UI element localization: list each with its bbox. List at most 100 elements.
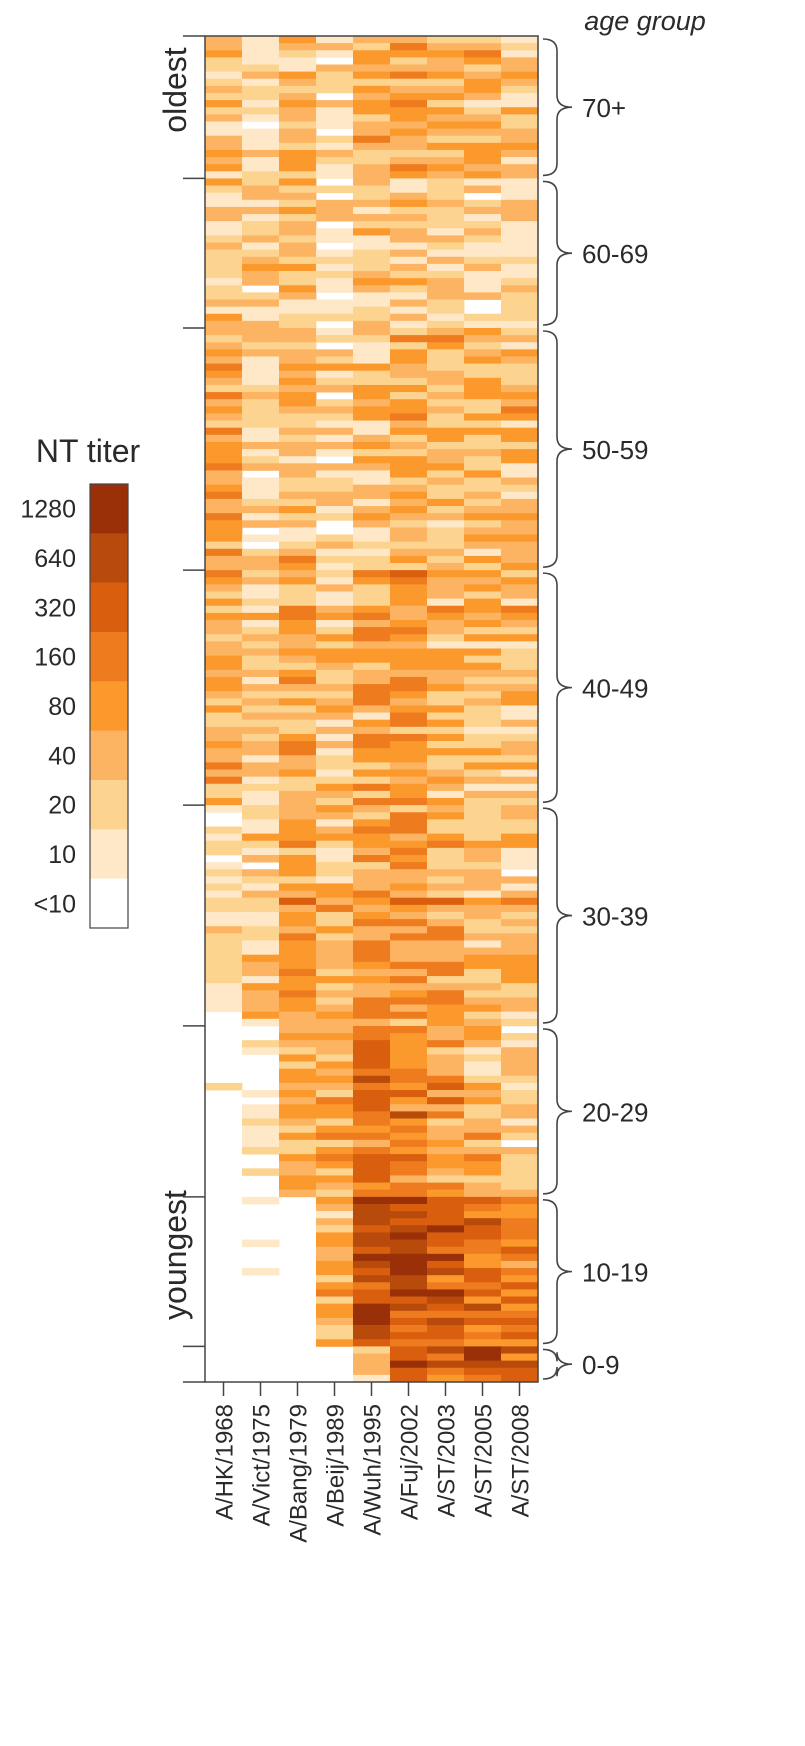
heatmap-cell: [390, 57, 428, 65]
heatmap-cell: [501, 1339, 539, 1347]
heatmap-cell: [427, 570, 465, 578]
heatmap-cell: [464, 919, 502, 927]
age-group-label: 30-39: [582, 902, 649, 932]
heatmap-cell: [501, 605, 539, 614]
heatmap-cell: [279, 990, 317, 998]
heatmap-cell: [316, 335, 354, 343]
heatmap-cell: [427, 71, 465, 80]
heatmap-cell: [464, 648, 502, 656]
heatmap-cell: [501, 1196, 539, 1205]
heatmap-cell: [390, 819, 428, 827]
heatmap-cell: [353, 1061, 391, 1070]
heatmap-cell: [464, 1353, 502, 1362]
heatmap-cell: [279, 1018, 317, 1027]
heatmap-cell: [501, 50, 539, 58]
heatmap-cell: [501, 634, 539, 642]
heatmap-cell: [205, 292, 243, 300]
heatmap-cell: [501, 954, 539, 963]
heatmap-cell: [205, 434, 243, 443]
heatmap-cell: [242, 349, 280, 357]
heatmap-cell: [353, 100, 391, 108]
heatmap-cell: [427, 164, 465, 172]
heatmap-cell: [316, 819, 354, 827]
heatmap-cell: [427, 242, 465, 251]
heatmap-cell: [464, 1239, 502, 1248]
heatmap-cell: [316, 384, 354, 393]
heatmap-cell: [242, 135, 280, 144]
heatmap-cell: [279, 1189, 317, 1198]
heatmap-cell: [242, 506, 280, 514]
heatmap-cell: [427, 897, 465, 906]
heatmap-cell: [501, 399, 539, 407]
heatmap-cell: [501, 114, 539, 122]
heatmap-cell: [390, 335, 428, 343]
heatmap-cell: [279, 648, 317, 656]
heatmap-cell: [501, 577, 539, 585]
heatmap-cell: [242, 555, 280, 564]
heatmap-cell: [353, 1139, 391, 1148]
heatmap-cell: [390, 1353, 428, 1362]
heatmap-cell: [427, 441, 465, 450]
heatmap-cell: [205, 92, 243, 101]
heatmap-cell: [390, 1332, 428, 1340]
heatmap-cell: [205, 733, 243, 742]
heatmap-cell: [316, 741, 354, 749]
heatmap-cell: [390, 263, 428, 272]
heatmap-cell: [501, 206, 539, 215]
heatmap-cell: [501, 669, 539, 678]
heatmap-cell: [316, 1090, 354, 1098]
heatmap-cell: [316, 1196, 354, 1205]
heatmap-cell: [316, 1325, 354, 1333]
heatmap-cell: [501, 71, 539, 80]
heatmap-cell: [427, 271, 465, 279]
heatmap-cell: [464, 954, 502, 963]
heatmap-cell: [279, 498, 317, 507]
heatmap-cell: [353, 1090, 391, 1098]
heatmap-cell: [353, 1268, 391, 1276]
heatmap-cell: [501, 1125, 539, 1134]
heatmap-cell: [501, 178, 539, 186]
heatmap-cell: [427, 662, 465, 671]
heatmap-cell: [501, 299, 539, 308]
heatmap-cell: [353, 919, 391, 927]
heatmap-cell: [279, 862, 317, 870]
heatmap-cell: [316, 199, 354, 208]
heatmap-cell: [279, 349, 317, 357]
legend-level-label: 80: [48, 693, 76, 721]
heatmap-cell: [501, 1260, 539, 1269]
heatmap-cell: [464, 1203, 502, 1212]
heatmap-cell: [205, 50, 243, 58]
heatmap-cell: [464, 1025, 502, 1034]
heatmap-cell: [427, 498, 465, 507]
heatmap-cell: [353, 142, 391, 151]
heatmap-cell: [427, 1161, 465, 1169]
heatmap-cell: [242, 1018, 280, 1027]
heatmap-cell: [353, 135, 391, 144]
heatmap-cell: [427, 698, 465, 706]
heatmap-cell: [242, 762, 280, 770]
heatmap-cell: [390, 776, 428, 785]
heatmap-cell: [279, 1118, 317, 1127]
heatmap-cell: [464, 577, 502, 585]
heatmap-cell: [279, 1033, 317, 1041]
heatmap-cell: [464, 676, 502, 685]
heatmap-cell: [353, 1011, 391, 1020]
heatmap-cell: [279, 591, 317, 600]
heatmap-cell: [464, 1317, 502, 1326]
heatmap-cell: [279, 71, 317, 80]
heatmap-cell: [205, 491, 243, 500]
heatmap-cell: [316, 762, 354, 770]
heatmap-cell: [427, 1268, 465, 1276]
heatmap-cell: [242, 406, 280, 414]
heatmap-cell: [316, 427, 354, 436]
heatmap-cell: [427, 940, 465, 948]
heatmap-cell: [316, 1033, 354, 1041]
heatmap-cell: [427, 114, 465, 122]
heatmap-cell: [464, 1090, 502, 1098]
heatmap-cell: [390, 1239, 428, 1248]
heatmap-cell: [205, 641, 243, 649]
heatmap-cell: [279, 997, 317, 1005]
heatmap-cell: [205, 242, 243, 251]
heatmap-cell: [464, 1047, 502, 1055]
heatmap-cell: [316, 420, 354, 429]
